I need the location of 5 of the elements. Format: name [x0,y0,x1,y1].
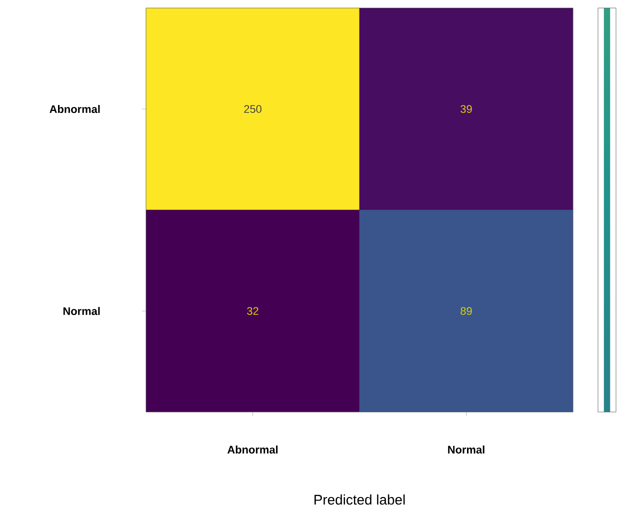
data-label: 32 [247,307,258,315]
data-label: 89 [460,307,472,315]
x-axis-title: Predicted label [314,494,405,505]
data-label: 39 [460,105,472,113]
data-label: 250 [244,105,262,113]
